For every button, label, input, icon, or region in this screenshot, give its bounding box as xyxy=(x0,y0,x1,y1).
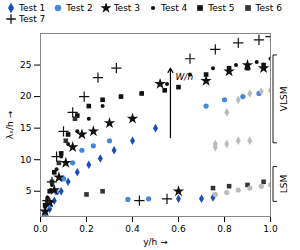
html-text:Test 3: Test 3 xyxy=(113,3,140,13)
svg-text:0.2: 0.2 xyxy=(79,224,93,234)
svg-text:1.0: 1.0 xyxy=(263,224,278,234)
svg-text:y/h →: y/h → xyxy=(143,237,168,247)
html-text:Test 1: Test 1 xyxy=(19,3,46,13)
svg-text:W/h: W/h xyxy=(175,72,193,82)
svg-text:0.6: 0.6 xyxy=(171,224,186,234)
svg-text:10: 10 xyxy=(20,155,32,165)
svg-text:LSM: LSM xyxy=(279,175,289,194)
svg-text:20: 20 xyxy=(20,91,32,101)
html-text:Test 7: Test 7 xyxy=(19,14,46,24)
svg-text:0.4: 0.4 xyxy=(125,224,140,234)
svg-text:0.0: 0.0 xyxy=(33,224,48,234)
svg-text:VLSM: VLSM xyxy=(279,87,289,112)
html-text:Test 4: Test 4 xyxy=(160,3,188,13)
svg-text:5: 5 xyxy=(26,186,32,196)
svg-text:0.8: 0.8 xyxy=(217,224,232,234)
html-text:Test 2: Test 2 xyxy=(66,3,93,13)
svg-text:15: 15 xyxy=(20,123,31,133)
svg-text:25: 25 xyxy=(20,60,31,70)
svg-text:λₓ/h →: λₓ/h → xyxy=(5,110,15,139)
html-text:Test 5: Test 5 xyxy=(208,3,235,13)
html-text:Test 6: Test 6 xyxy=(255,3,282,13)
